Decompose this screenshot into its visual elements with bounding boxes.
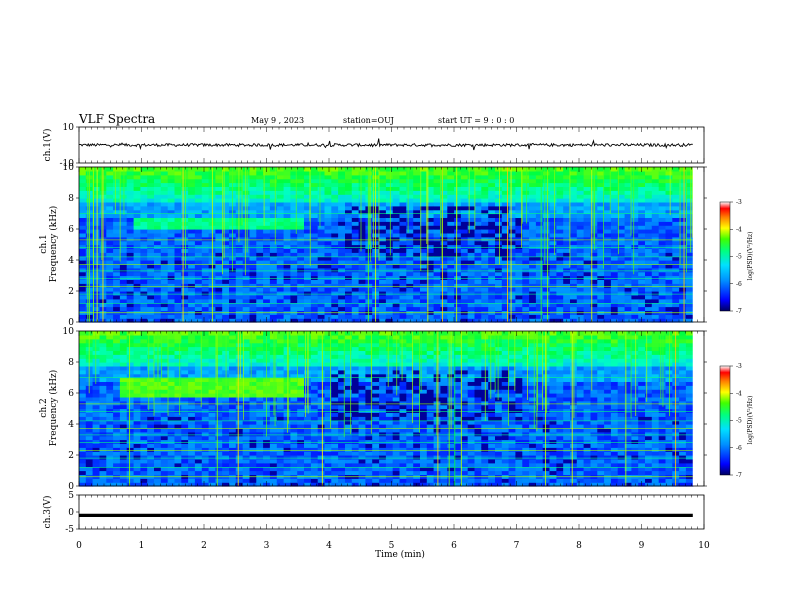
ytick-label: 0 (68, 482, 74, 492)
xtick-label: 9 (639, 541, 645, 551)
ch1-spec-ylabel: ch.1 Frequency (kHz) (39, 206, 59, 283)
ytick-label: -5 (65, 525, 74, 535)
start-time-label: start UT = 9 : 0 : 0 (438, 116, 514, 125)
ytick-label: -10 (60, 159, 75, 169)
ch1-spectrogram-image (79, 167, 704, 323)
ytick-label: 8 (68, 358, 74, 368)
xtick-label: 5 (389, 541, 395, 551)
ch1-spectrogram-ticks: 0 2 4 6 8 10 (63, 163, 707, 328)
colorbar-tick-label: -7 (736, 308, 742, 315)
ytick-label: 4 (68, 256, 74, 266)
colorbar-tick-label: -5 (736, 254, 742, 261)
xtick-label: 8 (576, 541, 582, 551)
ch3-ylabel: ch.3(V) (42, 496, 53, 529)
ytick-label: 2 (68, 287, 74, 297)
colorbar-tick-label: -4 (736, 390, 742, 397)
colorbar-tick-label: -4 (736, 226, 742, 233)
ch2-spectrogram-image (79, 331, 704, 487)
ch1-waveform-trace (79, 138, 693, 151)
xtick-label: 4 (326, 541, 332, 551)
xtick-label: 0 (76, 541, 82, 551)
ch2-spec-ylabel: ch.2 Frequency (kHz) (39, 370, 59, 447)
ytick-label: 6 (68, 225, 74, 235)
xtick-label: 6 (451, 541, 457, 551)
ch1-spectrogram-panel: 0 2 4 6 8 10 (63, 163, 707, 328)
xtick-label: 3 (264, 541, 270, 551)
station-label: station=OUJ (343, 116, 394, 125)
ch2-spectrogram-ticks: 0 2 4 6 8 10 (63, 327, 707, 492)
colorbar-tick-label: -3 (736, 363, 742, 370)
ytick-label: 0 (68, 508, 74, 518)
colorbar-tick-label: -5 (736, 418, 742, 425)
ytick-label: 5 (68, 491, 74, 501)
ytick-label: 6 (68, 389, 74, 399)
ch1-colorbar-label: log(PSD)(V²/Hz) (747, 232, 754, 281)
ytick-label: 10 (63, 327, 75, 337)
xtick-label: 2 (201, 541, 207, 551)
ch1-waveform-panel: 10 -10 (60, 123, 705, 169)
ch3-waveform-panel: 5 0 -5 (65, 491, 705, 535)
xtick-label: 10 (698, 541, 710, 551)
ch2-spectrogram-panel: 0 2 4 6 8 10 (63, 327, 707, 492)
ch1-ticks: 10 -10 (60, 123, 79, 169)
colorbar-tick-label: -6 (736, 445, 742, 452)
ytick-label: 8 (68, 194, 74, 204)
ch2-colorbar: -3 -4 -5 -6 -7 log(PSD)(V²/Hz) (719, 363, 754, 479)
ch1-waveform-line (79, 138, 693, 151)
ytick-label: 10 (63, 123, 75, 133)
date-label: May 9 , 2023 (251, 116, 304, 125)
time-axis-ticks: 0 1 2 3 4 5 6 7 8 9 10 (76, 127, 710, 551)
ytick-label: 10 (63, 163, 75, 173)
colorbar-tick-label: -3 (736, 199, 742, 206)
time-axis-label: Time (min) (375, 549, 425, 560)
xtick-label: 1 (139, 541, 145, 551)
colorbar-tick-label: -7 (736, 472, 742, 479)
ch3-ticks: 5 0 -5 (65, 491, 79, 535)
ch1-colorbar: -3 -4 -5 -6 -7 log(PSD)(V²/Hz) (719, 199, 754, 315)
ch2-colorbar-label: log(PSD)(V²/Hz) (747, 396, 754, 445)
xtick-label: 7 (514, 541, 520, 551)
figure-title: VLF Spectra (78, 112, 155, 126)
ytick-label: 2 (68, 451, 74, 461)
ch1-ylabel: ch.1(V) (42, 129, 53, 162)
ytick-label: 0 (68, 318, 74, 328)
colorbar-tick-label: -6 (736, 281, 742, 288)
ytick-label: 4 (68, 420, 74, 430)
